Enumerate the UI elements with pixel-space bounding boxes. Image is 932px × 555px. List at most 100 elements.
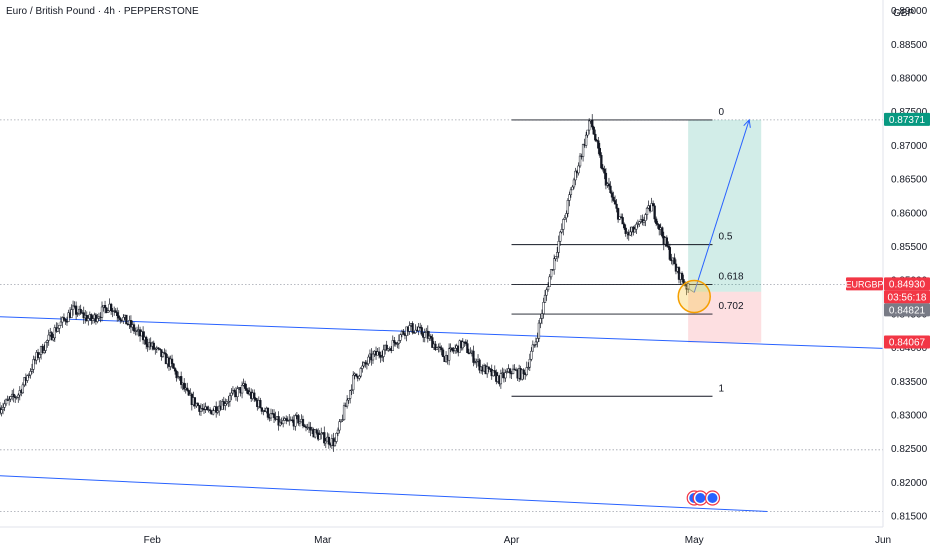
candle-body xyxy=(43,350,46,353)
y-tick-label: 0.86500 xyxy=(891,175,928,186)
candle-body xyxy=(592,126,595,135)
candle-body xyxy=(577,165,580,174)
candle-body xyxy=(600,155,603,169)
candle-body xyxy=(598,148,601,156)
candle-body xyxy=(528,358,531,368)
position-target-zone[interactable] xyxy=(688,119,762,292)
candle-body xyxy=(173,368,177,372)
candle-body xyxy=(414,329,417,334)
candle-body xyxy=(618,216,621,220)
price-label-text: 0.87371 xyxy=(889,115,926,126)
candle-body xyxy=(604,172,608,186)
candle-body xyxy=(347,398,350,401)
candle-body xyxy=(100,306,104,318)
candle-body xyxy=(41,346,44,353)
candle-body xyxy=(225,401,228,404)
candle-body xyxy=(531,344,534,352)
candle-body xyxy=(638,221,641,225)
candle-body xyxy=(3,403,6,408)
candle-body xyxy=(259,400,262,408)
candle-body xyxy=(588,120,591,131)
candle-body xyxy=(294,415,297,427)
candle-body xyxy=(46,340,49,343)
candle-body xyxy=(591,119,594,128)
candle-body xyxy=(377,351,381,356)
channel-upper-line[interactable] xyxy=(0,316,884,349)
candle-body xyxy=(71,305,75,310)
candle-body xyxy=(645,207,649,215)
candle-body xyxy=(560,229,563,233)
candle-body xyxy=(254,397,257,401)
candle-body xyxy=(475,360,478,363)
candle-body xyxy=(29,371,32,376)
candle-body xyxy=(76,313,79,315)
candle-body xyxy=(594,133,597,141)
candle-body xyxy=(655,218,658,224)
candle-body xyxy=(633,228,636,233)
candle-body xyxy=(47,334,50,341)
candle-body xyxy=(629,231,632,236)
channel-lower-line[interactable] xyxy=(0,475,768,512)
candle-body xyxy=(420,327,423,335)
candle-body xyxy=(569,189,573,195)
candle-body xyxy=(487,366,490,369)
candle-body xyxy=(272,413,276,418)
candle-body xyxy=(359,368,362,377)
candle-body xyxy=(309,426,312,431)
position-stop-zone[interactable] xyxy=(688,291,762,343)
symbol-tag xyxy=(846,277,883,291)
candle-body xyxy=(393,340,396,343)
candle-body xyxy=(492,370,495,377)
candle-body xyxy=(379,354,382,358)
y-tick-label: 0.82000 xyxy=(891,478,928,489)
fib-level-label: 0.702 xyxy=(718,301,743,312)
y-tick-label: 0.87500 xyxy=(891,107,928,118)
candle-body xyxy=(266,408,270,418)
projection-arrow[interactable] xyxy=(693,119,750,293)
price-label-badge xyxy=(884,290,930,304)
candle-body xyxy=(435,347,439,351)
candle-body xyxy=(365,363,369,365)
candle-body xyxy=(335,433,338,442)
candle-body xyxy=(615,203,618,209)
candle-body xyxy=(543,294,547,303)
candle-body xyxy=(499,373,503,385)
candle-body xyxy=(336,429,340,434)
candle-body xyxy=(4,399,8,405)
y-tick-label: 0.88500 xyxy=(891,40,928,51)
candle-body xyxy=(56,327,60,332)
currency-label: GBP xyxy=(893,8,915,19)
candle-body xyxy=(651,203,655,207)
price-label-text: 03:56:18 xyxy=(888,292,927,303)
candle-body xyxy=(318,434,321,440)
candle-body xyxy=(193,397,197,407)
candle-body xyxy=(504,372,507,379)
candle-body xyxy=(85,315,88,322)
candle-body xyxy=(603,168,606,174)
candle-body xyxy=(186,387,189,391)
candle-body xyxy=(451,347,454,351)
candle-body xyxy=(187,390,190,396)
candle-body xyxy=(91,318,95,321)
candle-body xyxy=(505,371,509,373)
candle-body xyxy=(145,336,148,345)
candle-body xyxy=(612,196,615,201)
candle-body xyxy=(396,343,399,345)
candle-body xyxy=(313,429,317,438)
candle-body xyxy=(642,220,646,223)
candle-body xyxy=(536,338,539,343)
candle-body xyxy=(364,362,367,365)
candle-body xyxy=(230,392,233,396)
candle-body xyxy=(79,308,82,314)
candle-body xyxy=(464,341,468,344)
candle-body xyxy=(616,208,620,220)
candle-body xyxy=(556,252,559,257)
candle-body xyxy=(426,330,429,339)
candle-body xyxy=(597,140,600,149)
fib-level-label: 0.5 xyxy=(718,232,732,243)
candle-body xyxy=(211,410,215,415)
highlight-circle[interactable] xyxy=(677,279,711,314)
event-marker-flag-icon xyxy=(695,493,706,504)
